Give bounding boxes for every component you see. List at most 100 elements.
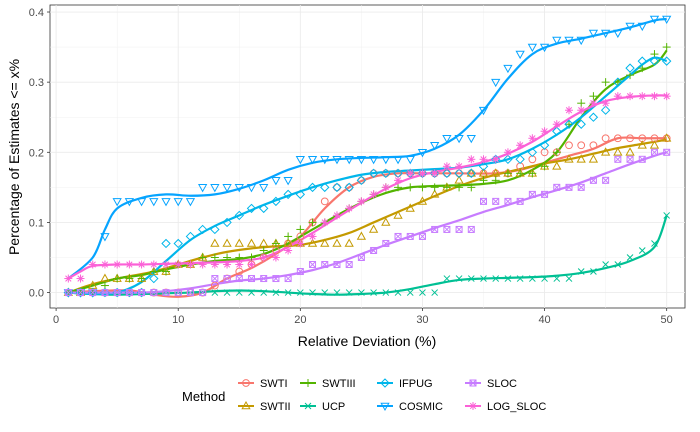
point-swtii: [466, 168, 476, 177]
point-ifpug: [515, 154, 525, 165]
point-swti: [565, 141, 573, 150]
legend-label: SWTIII: [322, 378, 356, 390]
point-ifpug: [442, 168, 452, 179]
point-sloc: [614, 155, 622, 163]
point-sloc: [638, 155, 646, 163]
point-ifpug: [637, 56, 647, 66]
legend-key-marker: [304, 379, 312, 387]
legend-key-marker: [304, 402, 312, 410]
point-log-sloc: [528, 134, 537, 143]
point-swtiii: [418, 183, 427, 192]
point-ucp: [480, 275, 487, 282]
point-ifpug: [454, 168, 464, 179]
point-cosmic: [417, 148, 428, 158]
point-sloc: [235, 275, 243, 283]
point-swtii: [613, 147, 623, 156]
point-swtiii: [613, 78, 622, 87]
point-log-sloc: [186, 260, 195, 269]
point-swtiii: [247, 253, 256, 262]
point-cosmic: [295, 156, 305, 165]
point-sloc: [663, 148, 671, 156]
point-log-sloc: [296, 239, 305, 248]
point-sloc: [199, 289, 207, 297]
point-ucp: [638, 247, 646, 254]
point-cosmic: [246, 184, 257, 193]
point-ucp: [565, 275, 573, 282]
point-ucp: [455, 275, 463, 282]
point-cosmic: [393, 156, 403, 165]
point-cosmic: [112, 198, 122, 207]
point-sloc: [553, 183, 561, 191]
point-sloc: [272, 275, 280, 283]
point-swti: [577, 141, 586, 150]
point-ifpug: [161, 238, 171, 249]
point-ucp: [626, 254, 634, 261]
legend-label: LOG_SLOC: [487, 401, 546, 413]
point-cosmic: [491, 78, 501, 88]
point-ucp: [590, 268, 597, 275]
point-ifpug: [661, 56, 672, 66]
legend-key-marker: [380, 378, 390, 388]
point-swtiii: [552, 148, 561, 157]
point-cosmic: [649, 15, 660, 25]
point-ucp: [529, 275, 536, 282]
point-sloc: [626, 155, 634, 163]
point-log-sloc: [589, 99, 598, 108]
point-cosmic: [222, 184, 232, 193]
point-log-sloc: [125, 260, 134, 269]
point-sloc: [333, 261, 341, 269]
point-sloc: [174, 289, 182, 297]
point-sloc: [101, 289, 109, 297]
point-swti: [589, 141, 598, 150]
point-swtii: [210, 238, 220, 247]
legend-item-swtii: SWTII: [238, 400, 291, 413]
x-tick-label: 10: [172, 314, 184, 326]
point-sloc: [528, 190, 536, 198]
point-swtii: [588, 154, 599, 163]
point-ucp: [541, 275, 548, 282]
point-ifpug: [173, 238, 183, 249]
point-sloc: [406, 232, 414, 240]
point-sloc: [186, 289, 194, 297]
point-ucp: [443, 275, 451, 282]
x-tick-label: 20: [294, 314, 306, 326]
point-swtii: [393, 210, 403, 219]
point-swtiii: [271, 239, 280, 248]
point-ucp: [663, 212, 671, 219]
point-sloc: [211, 275, 219, 283]
point-sloc: [162, 289, 170, 297]
point-swtiii: [223, 253, 232, 262]
point-sloc: [138, 289, 146, 297]
point-ifpug: [466, 168, 477, 179]
point-cosmic: [332, 156, 342, 165]
point-swtii: [332, 238, 342, 247]
point-sloc: [431, 225, 439, 233]
legend-key-marker: [469, 379, 477, 387]
point-cosmic: [430, 141, 440, 151]
point-ucp: [516, 275, 524, 282]
point-log-sloc: [223, 260, 232, 269]
point-cosmic: [576, 36, 586, 46]
point-ucp: [260, 289, 268, 296]
point-log-sloc: [601, 99, 610, 108]
point-sloc: [394, 232, 402, 240]
point-sloc: [89, 289, 97, 297]
point-ucp: [504, 275, 512, 282]
y-tick-label: 0.3: [29, 77, 44, 89]
point-ucp: [394, 289, 402, 296]
point-sloc: [370, 246, 378, 254]
x-axis-title: Relative Deviation (%): [298, 333, 437, 349]
point-swtii: [368, 224, 379, 233]
point-sloc: [247, 275, 255, 283]
legend-label: COSMIC: [399, 401, 443, 413]
point-swtii: [234, 238, 244, 247]
point-cosmic: [637, 22, 647, 32]
point-log-sloc: [284, 246, 293, 255]
point-sloc: [284, 275, 292, 283]
point-cosmic: [381, 156, 391, 165]
point-sloc: [541, 190, 549, 198]
point-cosmic: [197, 184, 208, 193]
point-ucp: [248, 289, 255, 296]
point-swtii: [564, 154, 574, 163]
point-cosmic: [210, 184, 220, 193]
